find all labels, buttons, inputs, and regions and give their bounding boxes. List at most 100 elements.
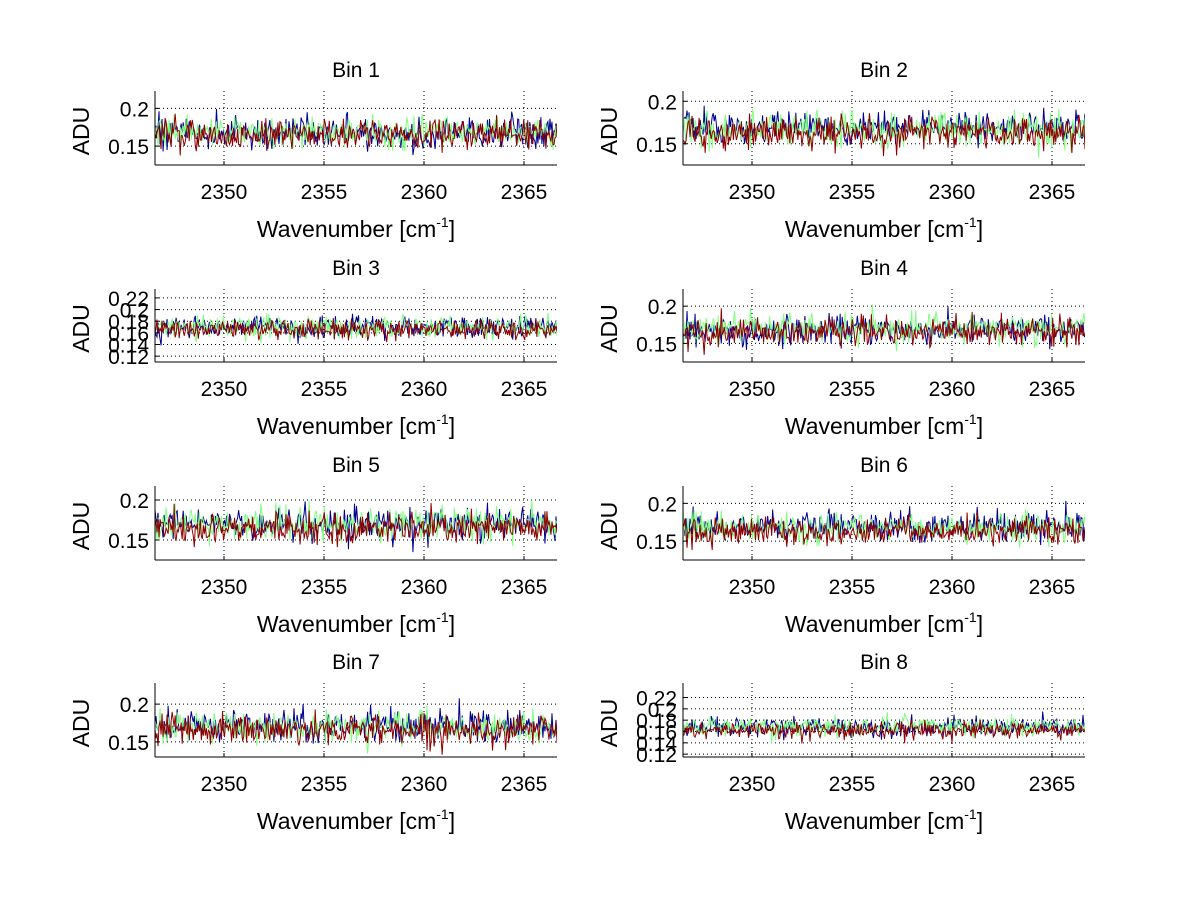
series-line-green bbox=[683, 108, 1085, 159]
x-axis-label-exponent: -1 bbox=[436, 806, 449, 822]
x-axis-label-text: Wavenumber [cm bbox=[257, 216, 436, 242]
x-tick-label: 2350 bbox=[729, 576, 776, 599]
subplot-bin-5: 2350 2355 2360 2365 0.15 0.2 Bin 5 Wavenumber [… bbox=[68, 454, 557, 637]
x-axis-label: Wavenumber [cm-1] bbox=[785, 609, 983, 637]
subplot-bin-2: 2350 2355 2360 2365 0.15 0.2 Bin 2 Wavenumber [… bbox=[596, 59, 1085, 242]
x-axis-label-exponent: -1 bbox=[436, 214, 449, 230]
y-axis-label: ADU bbox=[596, 304, 622, 353]
x-tick-label: 2360 bbox=[929, 181, 976, 204]
y-axis-label: ADU bbox=[68, 304, 94, 353]
x-tick-label: 2360 bbox=[401, 773, 448, 796]
x-tick-label: 2350 bbox=[201, 576, 248, 599]
x-axis-label-text: Wavenumber [cm bbox=[785, 216, 964, 242]
x-axis-label-bracket: ] bbox=[977, 216, 983, 242]
series-line-red bbox=[683, 719, 1085, 744]
series-line-red bbox=[155, 113, 557, 156]
x-tick-label: 2355 bbox=[829, 576, 876, 599]
y-tick-label: 0.12 bbox=[636, 744, 677, 767]
x-axis-label-text: Wavenumber [cm bbox=[785, 808, 964, 834]
x-axis-label-exponent: -1 bbox=[964, 806, 977, 822]
y-tick-label: 0.2 bbox=[648, 91, 677, 114]
y-axis-label: ADU bbox=[596, 107, 622, 156]
x-tick-label: 2350 bbox=[729, 378, 776, 401]
y-tick-label: 0.2 bbox=[120, 98, 149, 121]
y-tick-label: 0.2 bbox=[120, 300, 149, 323]
y-tick-label: 0.2 bbox=[648, 699, 677, 722]
x-tick-label: 2350 bbox=[729, 181, 776, 204]
x-axis-label-exponent: -1 bbox=[436, 411, 449, 427]
x-tick-label: 2360 bbox=[401, 378, 448, 401]
y-tick-label: 0.16 bbox=[636, 722, 677, 745]
y-tick-label: 0.18 bbox=[108, 311, 149, 334]
x-axis-label: Wavenumber [cm-1] bbox=[785, 806, 983, 834]
series-line-red bbox=[683, 308, 1085, 355]
x-tick-label: 2360 bbox=[929, 378, 976, 401]
x-axis-label-bracket: ] bbox=[449, 216, 455, 242]
series-line-green bbox=[155, 500, 557, 547]
series-line-red bbox=[155, 709, 557, 755]
x-tick-label: 2350 bbox=[201, 181, 248, 204]
subplot-title: Bin 6 bbox=[860, 454, 908, 477]
x-axis-label-text: Wavenumber [cm bbox=[785, 611, 964, 637]
x-tick-label: 2355 bbox=[829, 378, 876, 401]
y-tick-label: 0.15 bbox=[636, 134, 677, 157]
x-tick-label: 2365 bbox=[501, 181, 548, 204]
y-axis-label: ADU bbox=[68, 502, 94, 551]
subplot-title: Bin 4 bbox=[860, 257, 908, 280]
x-tick-label: 2360 bbox=[401, 181, 448, 204]
x-tick-label: 2365 bbox=[501, 378, 548, 401]
x-axis-label-bracket: ] bbox=[977, 413, 983, 439]
y-tick-label: 0.18 bbox=[636, 710, 677, 733]
subplot-title: Bin 7 bbox=[332, 651, 380, 674]
y-tick-label: 0.15 bbox=[636, 531, 677, 554]
y-tick-label: 0.2 bbox=[648, 296, 677, 319]
x-tick-label: 2365 bbox=[1029, 576, 1076, 599]
x-tick-label: 2350 bbox=[201, 773, 248, 796]
x-axis-label-exponent: -1 bbox=[964, 214, 977, 230]
subplot-bin-1: 2350 2355 2360 2365 0.15 0.2 Bin 1 Wavenumber [… bbox=[68, 59, 557, 242]
x-axis-label-bracket: ] bbox=[449, 413, 455, 439]
subplot-bin-7: 2350 2355 2360 2365 0.15 0.2 Bin 7 Wavenumber [… bbox=[68, 651, 557, 834]
x-tick-label: 2355 bbox=[829, 773, 876, 796]
x-tick-label: 2350 bbox=[201, 378, 248, 401]
y-axis-label: ADU bbox=[596, 502, 622, 551]
y-tick-label: 0.15 bbox=[108, 530, 149, 553]
x-axis-label: Wavenumber [cm-1] bbox=[257, 806, 455, 834]
y-tick-label: 0.14 bbox=[636, 733, 677, 756]
series-line-red bbox=[155, 317, 557, 343]
x-axis-label-bracket: ] bbox=[449, 611, 455, 637]
x-tick-label: 2355 bbox=[301, 378, 348, 401]
x-axis-label: Wavenumber [cm-1] bbox=[785, 214, 983, 242]
x-tick-label: 2360 bbox=[929, 576, 976, 599]
x-axis-label-bracket: ] bbox=[449, 808, 455, 834]
y-tick-label: 0.15 bbox=[108, 136, 149, 159]
x-axis-label-exponent: -1 bbox=[964, 411, 977, 427]
series-line-red bbox=[155, 502, 557, 548]
subplot-title: Bin 3 bbox=[332, 257, 380, 280]
subplot-title: Bin 5 bbox=[332, 454, 380, 477]
x-axis-label: Wavenumber [cm-1] bbox=[257, 411, 455, 439]
x-axis-label-text: Wavenumber [cm bbox=[257, 413, 436, 439]
subplot-title: Bin 8 bbox=[860, 651, 908, 674]
x-axis-label-bracket: ] bbox=[977, 808, 983, 834]
y-tick-label: 0.2 bbox=[120, 694, 149, 717]
y-tick-label: 0.14 bbox=[108, 335, 149, 358]
x-tick-label: 2365 bbox=[501, 773, 548, 796]
y-axis-label: ADU bbox=[68, 699, 94, 748]
subplot-title: Bin 1 bbox=[332, 59, 380, 82]
x-axis-label: Wavenumber [cm-1] bbox=[785, 411, 983, 439]
y-tick-label: 0.12 bbox=[108, 346, 149, 369]
x-tick-label: 2365 bbox=[1029, 378, 1076, 401]
x-tick-label: 2360 bbox=[929, 773, 976, 796]
y-axis-label: ADU bbox=[596, 699, 622, 748]
x-axis-label-text: Wavenumber [cm bbox=[785, 413, 964, 439]
y-tick-label: 0.2 bbox=[120, 490, 149, 513]
x-tick-label: 2365 bbox=[1029, 181, 1076, 204]
x-axis-label: Wavenumber [cm-1] bbox=[257, 609, 455, 637]
y-tick-label: 0.16 bbox=[108, 323, 149, 346]
subplot-title: Bin 2 bbox=[860, 59, 908, 82]
x-tick-label: 2355 bbox=[301, 576, 348, 599]
x-tick-label: 2360 bbox=[401, 576, 448, 599]
